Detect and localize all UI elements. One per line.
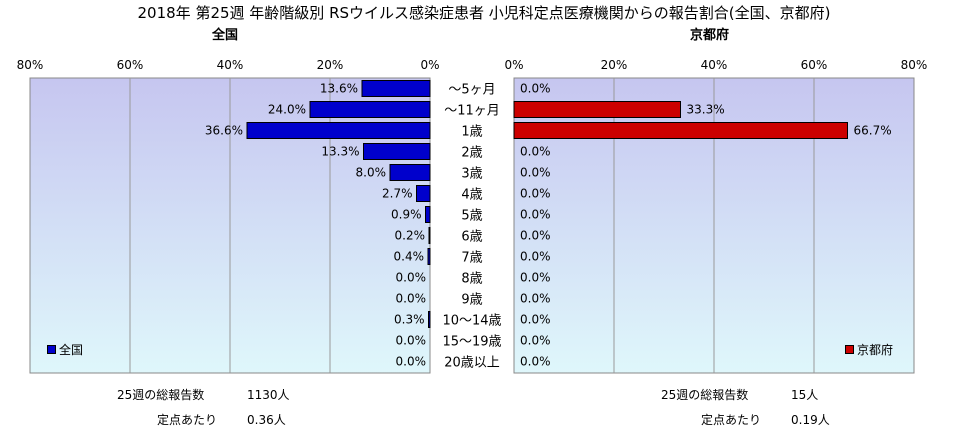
bar-national: [389, 164, 431, 181]
national-total-label: 25週の総報告数: [117, 388, 205, 402]
national-total-value: 1130人: [247, 388, 290, 402]
tick-label-right: 80%: [901, 58, 928, 72]
data-label-kyoto: 0.0%: [520, 250, 551, 264]
legend-label-kyoto: 京都府: [857, 343, 894, 357]
category-label: 5歳: [461, 209, 482, 224]
national-per-value: 0.36人: [247, 413, 286, 427]
data-label-kyoto: 0.0%: [520, 187, 551, 201]
data-label-national: 0.4%: [394, 250, 425, 264]
kyoto-total-value: 15人: [791, 388, 819, 402]
kyoto-total-label: 25週の総報告数: [661, 388, 749, 402]
data-label-national: 0.0%: [396, 292, 427, 306]
data-label-kyoto: 0.0%: [520, 82, 551, 96]
data-label-national: 36.6%: [205, 124, 243, 138]
data-label-national: 0.0%: [396, 355, 427, 369]
tick-label-left: 0%: [420, 58, 439, 72]
category-label: 15～19歳: [442, 335, 501, 350]
national-per-label: 定点あたり: [157, 413, 218, 427]
data-label-national: 13.3%: [321, 145, 359, 159]
legend-swatch-national: [47, 345, 56, 354]
data-label-kyoto: 0.0%: [520, 145, 551, 159]
bar-national: [309, 101, 431, 118]
bar-national: [425, 206, 431, 223]
category-label: 3歳: [461, 167, 482, 182]
tick-label-left: 40%: [217, 58, 244, 72]
data-label-kyoto: 0.0%: [520, 355, 551, 369]
legend-national: 全国: [47, 341, 83, 358]
data-label-national: 2.7%: [382, 187, 413, 201]
data-label-kyoto: 66.7%: [854, 124, 892, 138]
chart-title: 2018年 第25週 年齢階級別 RSウイルス感染症患者 小児科定点医療機関から…: [137, 4, 831, 22]
category-label: 9歳: [461, 293, 482, 308]
data-label-national: 0.0%: [396, 334, 427, 348]
legend-swatch-kyoto: [845, 345, 854, 354]
category-label: 6歳: [461, 230, 482, 245]
legend-kyoto: 京都府: [845, 341, 893, 358]
category-label: ～5ヶ月: [448, 83, 495, 98]
data-label-national: 0.3%: [394, 313, 425, 327]
category-label: 8歳: [461, 272, 482, 287]
bar-national: [428, 311, 431, 328]
data-label-national: 13.6%: [320, 82, 358, 96]
data-label-national: 8.0%: [356, 166, 387, 180]
bar-national: [361, 80, 431, 97]
right-panel-title: 京都府: [690, 28, 730, 43]
tick-label-left: 60%: [117, 58, 144, 72]
category-label: 2歳: [461, 146, 482, 161]
data-label-kyoto: 0.0%: [520, 208, 551, 222]
data-label-national: 0.2%: [395, 229, 426, 243]
bar-national: [428, 227, 431, 244]
tick-label-right: 0%: [504, 58, 523, 72]
tick-label-left: 20%: [317, 58, 344, 72]
category-label: ～11ヶ月: [444, 104, 500, 119]
left-panel-title: 全国: [212, 28, 239, 43]
bar-national: [246, 122, 431, 139]
data-label-kyoto: 0.0%: [520, 271, 551, 285]
category-label: 7歳: [461, 251, 482, 266]
data-label-kyoto: 0.0%: [520, 292, 551, 306]
data-label-national: 0.0%: [396, 271, 427, 285]
data-label-national: 24.0%: [268, 103, 306, 117]
data-label-kyoto: 0.0%: [520, 313, 551, 327]
bar-national: [363, 143, 431, 160]
bar-national: [427, 248, 431, 265]
legend-label-national: 全国: [59, 343, 84, 357]
tick-label-right: 40%: [701, 58, 728, 72]
bar-national: [416, 185, 431, 202]
tick-label-left: 80%: [17, 58, 44, 72]
category-label: 10～14歳: [442, 314, 501, 329]
category-label: 4歳: [461, 188, 482, 203]
data-label-kyoto: 0.0%: [520, 334, 551, 348]
data-label-kyoto: 33.3%: [687, 103, 725, 117]
category-label: 20歳以上: [444, 356, 500, 371]
kyoto-per-value: 0.19人: [791, 413, 830, 427]
data-label-national: 0.9%: [391, 208, 422, 222]
category-label: 1歳: [461, 125, 482, 140]
tick-label-right: 60%: [801, 58, 828, 72]
bar-kyoto: [513, 122, 848, 139]
data-label-kyoto: 0.0%: [520, 166, 551, 180]
data-label-kyoto: 0.0%: [520, 229, 551, 243]
bar-kyoto: [513, 101, 681, 118]
kyoto-per-label: 定点あたり: [701, 413, 762, 427]
tick-label-right: 20%: [601, 58, 628, 72]
